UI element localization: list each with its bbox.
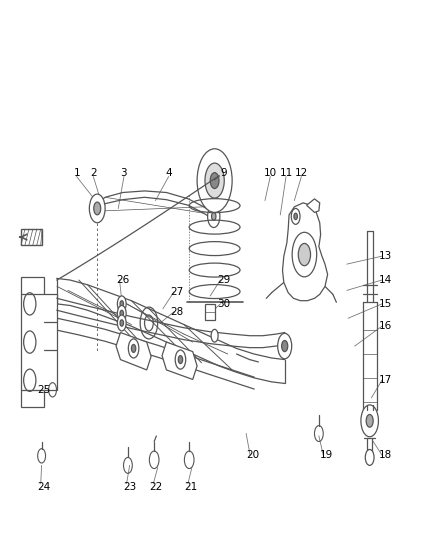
- Polygon shape: [116, 333, 151, 370]
- Text: 19: 19: [320, 450, 333, 460]
- Text: 24: 24: [37, 482, 50, 492]
- Text: 13: 13: [379, 251, 392, 261]
- Circle shape: [291, 208, 300, 224]
- Polygon shape: [283, 203, 328, 301]
- Circle shape: [89, 194, 105, 223]
- Circle shape: [210, 173, 219, 189]
- Text: 20: 20: [247, 450, 260, 460]
- Text: 3: 3: [120, 168, 127, 179]
- Circle shape: [120, 301, 124, 307]
- Circle shape: [117, 315, 126, 331]
- Circle shape: [278, 333, 292, 359]
- Text: 27: 27: [170, 287, 184, 297]
- Text: 15: 15: [379, 299, 392, 309]
- Text: 29: 29: [217, 275, 230, 285]
- Circle shape: [94, 202, 101, 215]
- Circle shape: [292, 232, 317, 277]
- Text: 12: 12: [295, 168, 308, 179]
- Circle shape: [197, 149, 232, 213]
- Circle shape: [120, 310, 124, 317]
- Text: 9: 9: [220, 168, 227, 179]
- Text: 26: 26: [116, 275, 129, 285]
- Circle shape: [361, 405, 378, 437]
- Circle shape: [365, 449, 374, 465]
- Circle shape: [282, 341, 288, 352]
- Circle shape: [211, 329, 218, 342]
- Text: 2: 2: [90, 168, 97, 179]
- Text: 1: 1: [73, 168, 80, 179]
- Polygon shape: [307, 199, 320, 213]
- Circle shape: [212, 213, 216, 220]
- Text: 30: 30: [217, 299, 230, 309]
- Circle shape: [117, 296, 126, 312]
- Text: 17: 17: [379, 375, 392, 385]
- Circle shape: [366, 415, 373, 427]
- Text: 23: 23: [123, 482, 136, 492]
- Polygon shape: [162, 342, 197, 379]
- Polygon shape: [205, 304, 215, 320]
- Text: 4: 4: [165, 168, 172, 179]
- FancyBboxPatch shape: [21, 229, 42, 245]
- Circle shape: [178, 356, 183, 364]
- Circle shape: [208, 205, 220, 228]
- Circle shape: [131, 344, 136, 352]
- Text: 22: 22: [150, 482, 163, 492]
- Text: 18: 18: [379, 450, 392, 460]
- Circle shape: [175, 350, 186, 369]
- Text: 28: 28: [170, 307, 184, 317]
- Text: 11: 11: [279, 168, 293, 179]
- Text: 10: 10: [264, 168, 277, 179]
- Circle shape: [117, 305, 126, 321]
- Text: 21: 21: [184, 482, 198, 492]
- Circle shape: [294, 213, 297, 220]
- Circle shape: [128, 339, 139, 358]
- Circle shape: [120, 320, 124, 326]
- Text: 16: 16: [379, 321, 392, 331]
- Text: 14: 14: [379, 275, 392, 285]
- Circle shape: [298, 244, 311, 266]
- Polygon shape: [21, 277, 57, 407]
- Circle shape: [205, 163, 224, 198]
- Text: 25: 25: [37, 385, 50, 395]
